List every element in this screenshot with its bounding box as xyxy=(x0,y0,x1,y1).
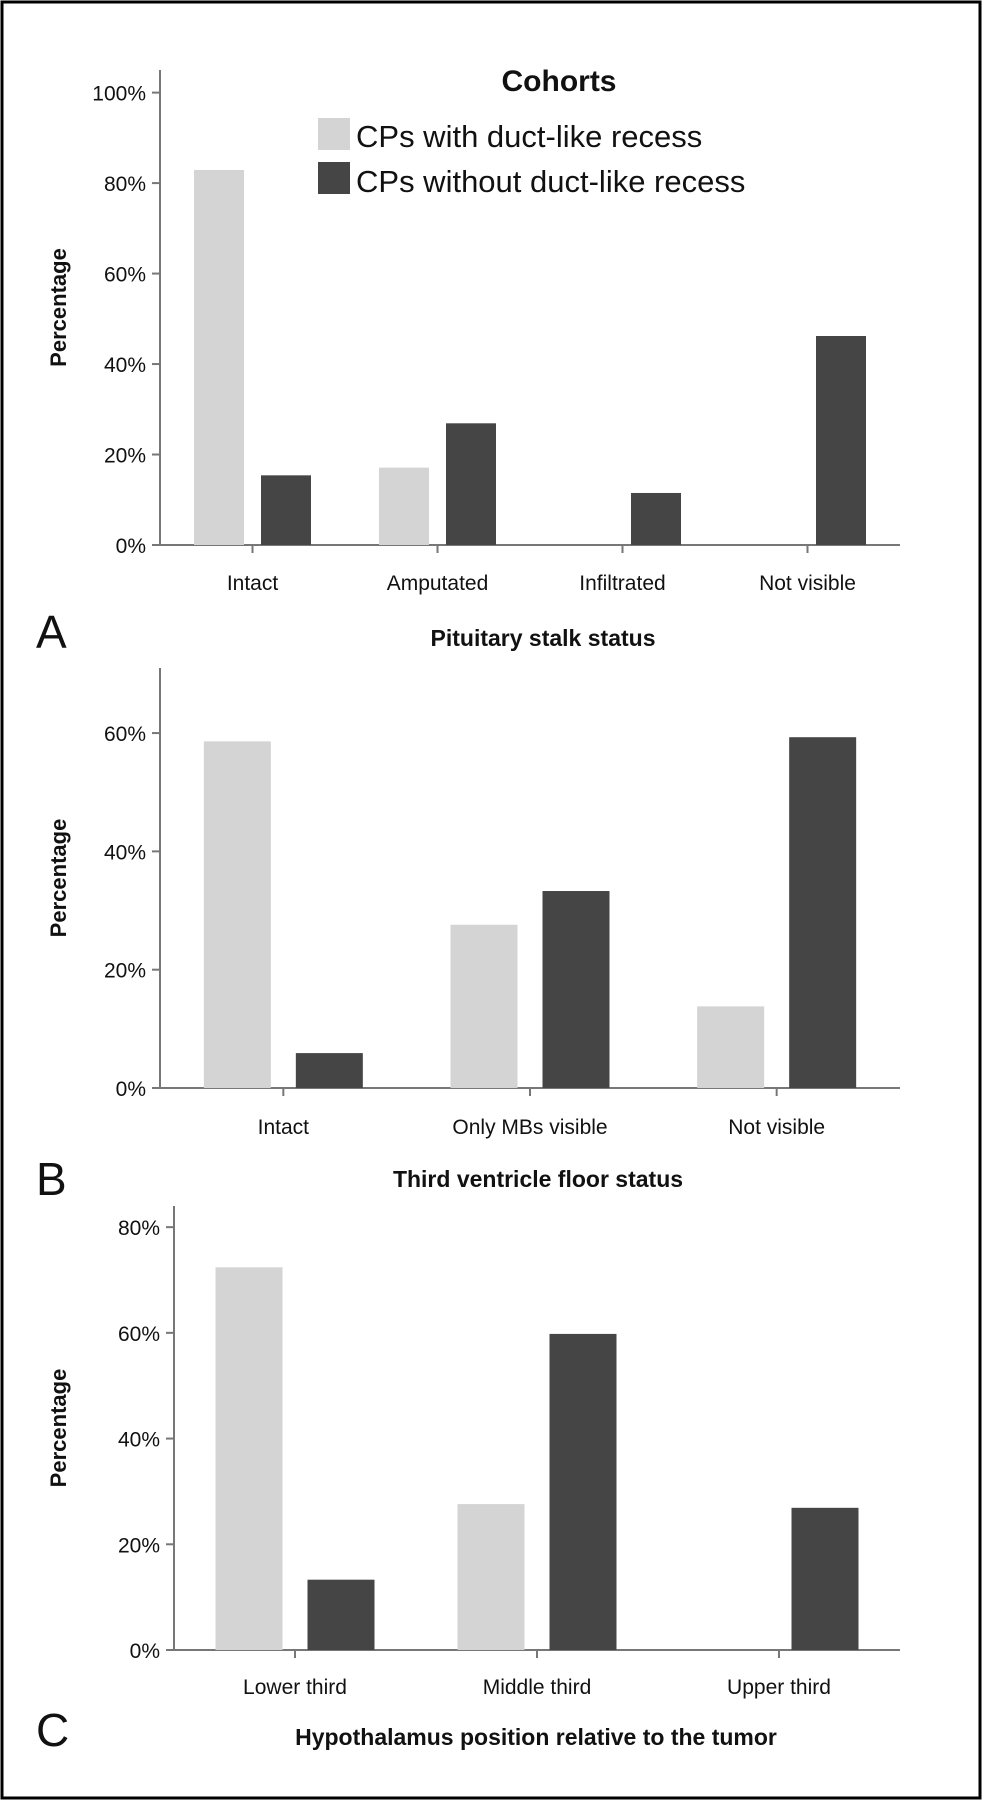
panel-c-y-tick-label: 40% xyxy=(118,1429,160,1452)
panel-a-chart: A Pituitary stalk status Cohorts CPs wit… xyxy=(36,65,900,658)
panel-a-x-axis-title: Pituitary stalk status xyxy=(431,625,656,651)
panel-a-category-label: Amputated xyxy=(387,572,489,595)
panel-b-bar-without-recess xyxy=(542,891,610,1088)
legend-swatch-with-recess xyxy=(318,118,350,150)
legend-label-without-recess: CPs without duct-like recess xyxy=(356,164,745,199)
panel-c-bar-without-recess xyxy=(791,1507,859,1650)
panel-c-category-label: Middle third xyxy=(483,1676,592,1699)
panel-a-category-label: Infiltrated xyxy=(579,572,665,595)
panel-a-letter: A xyxy=(36,606,67,658)
panel-a-y-tick-label: 100% xyxy=(92,83,146,106)
panel-b-y-axis-title: Percentage xyxy=(46,819,71,938)
panel-b-letter: B xyxy=(36,1153,67,1205)
panel-c-letter: C xyxy=(36,1704,69,1756)
legend-title: Cohorts xyxy=(502,65,617,98)
panel-b-y-tick-label: 60% xyxy=(104,723,146,746)
panel-a-y-tick-label: 60% xyxy=(104,264,146,287)
panel-c-bar-with-recess xyxy=(215,1267,283,1650)
panel-b-bar-without-recess xyxy=(789,737,857,1088)
panel-a-bar-without-recess xyxy=(631,492,681,545)
panel-a-bar-without-recess xyxy=(446,423,496,545)
panel-a-y-tick-label: 0% xyxy=(116,535,146,558)
panel-a-category-label: Intact xyxy=(227,572,279,595)
panel-c-bar-without-recess xyxy=(549,1333,617,1650)
panel-c-category-label: Upper third xyxy=(727,1676,831,1699)
panel-a-y-tick-label: 80% xyxy=(104,173,146,196)
panel-c-y-tick-label: 80% xyxy=(118,1217,160,1240)
panel-c-chart: C Hypothalamus position relative to the … xyxy=(36,1206,900,1756)
legend-swatch-without-recess xyxy=(318,162,350,194)
panel-c-y-tick-label: 20% xyxy=(118,1534,160,1557)
panel-b-category-label: Only MBs visible xyxy=(452,1116,607,1139)
panel-b-bar-with-recess xyxy=(450,924,518,1088)
panel-b-chart: B Third ventricle floor status 0% 20% 40% 6… xyxy=(36,668,900,1205)
panel-c-y-axis-title: Percentage xyxy=(46,1369,71,1488)
panel-b-category-label: Intact xyxy=(258,1116,310,1139)
panel-a-category-label: Not visible xyxy=(759,572,856,595)
panel-a-y-tick-label: 20% xyxy=(104,445,146,468)
panel-c-category-label: Lower third xyxy=(243,1676,347,1699)
panel-a-bar-with-recess xyxy=(379,467,429,545)
panel-b-bar-with-recess xyxy=(203,741,271,1088)
panel-a-bar-without-recess xyxy=(261,475,311,545)
panel-c-x-axis-title: Hypothalamus position relative to the tu… xyxy=(295,1724,777,1750)
panel-c-bar-without-recess xyxy=(307,1579,375,1650)
legend: Cohorts CPs with duct-like recess CPs wi… xyxy=(318,65,745,199)
panel-a-bar-without-recess xyxy=(816,336,866,545)
panel-a-y-axis-title: Percentage xyxy=(46,248,71,367)
panel-c-y-tick-label: 60% xyxy=(118,1323,160,1346)
panel-c-y-tick-label: 0% xyxy=(130,1640,160,1663)
panel-a-y-tick-label: 40% xyxy=(104,354,146,377)
panel-b-bar-without-recess xyxy=(295,1053,363,1088)
panel-b-y-tick-label: 0% xyxy=(116,1078,146,1101)
panel-b-y-tick-label: 20% xyxy=(104,960,146,983)
panel-a-bar-with-recess xyxy=(194,169,244,545)
legend-label-with-recess: CPs with duct-like recess xyxy=(356,119,702,154)
panel-c-bar-with-recess xyxy=(457,1504,525,1650)
panel-b-category-label: Not visible xyxy=(728,1116,825,1139)
panel-b-y-tick-label: 40% xyxy=(104,841,146,864)
panel-b-bar-with-recess xyxy=(697,1006,765,1088)
panel-b-x-axis-title: Third ventricle floor status xyxy=(393,1166,683,1192)
